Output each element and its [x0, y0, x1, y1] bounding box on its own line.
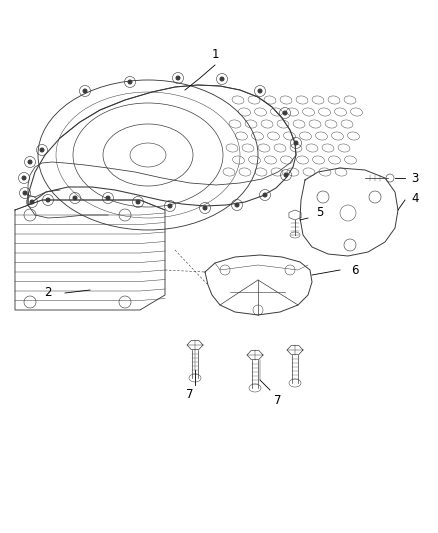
Circle shape	[284, 173, 288, 177]
Circle shape	[28, 160, 32, 164]
Circle shape	[22, 176, 26, 180]
Circle shape	[46, 198, 50, 202]
Circle shape	[30, 200, 34, 204]
Circle shape	[176, 76, 180, 80]
Circle shape	[294, 141, 298, 145]
Text: 1: 1	[211, 49, 219, 61]
Circle shape	[283, 111, 287, 115]
Circle shape	[23, 191, 27, 195]
Text: 2: 2	[44, 287, 52, 300]
Circle shape	[40, 148, 44, 152]
Circle shape	[106, 196, 110, 200]
Text: 4: 4	[411, 191, 419, 205]
Circle shape	[220, 77, 224, 81]
Text: 5: 5	[316, 206, 324, 220]
Circle shape	[203, 206, 207, 210]
Text: 3: 3	[411, 172, 419, 184]
Circle shape	[83, 89, 87, 93]
Circle shape	[258, 89, 262, 93]
Circle shape	[168, 204, 172, 208]
Circle shape	[73, 196, 77, 200]
Circle shape	[136, 200, 140, 204]
Text: 6: 6	[351, 263, 359, 277]
Text: 7: 7	[274, 393, 282, 407]
Text: 7: 7	[186, 389, 194, 401]
Circle shape	[235, 203, 239, 207]
Circle shape	[263, 193, 267, 197]
Circle shape	[128, 80, 132, 84]
